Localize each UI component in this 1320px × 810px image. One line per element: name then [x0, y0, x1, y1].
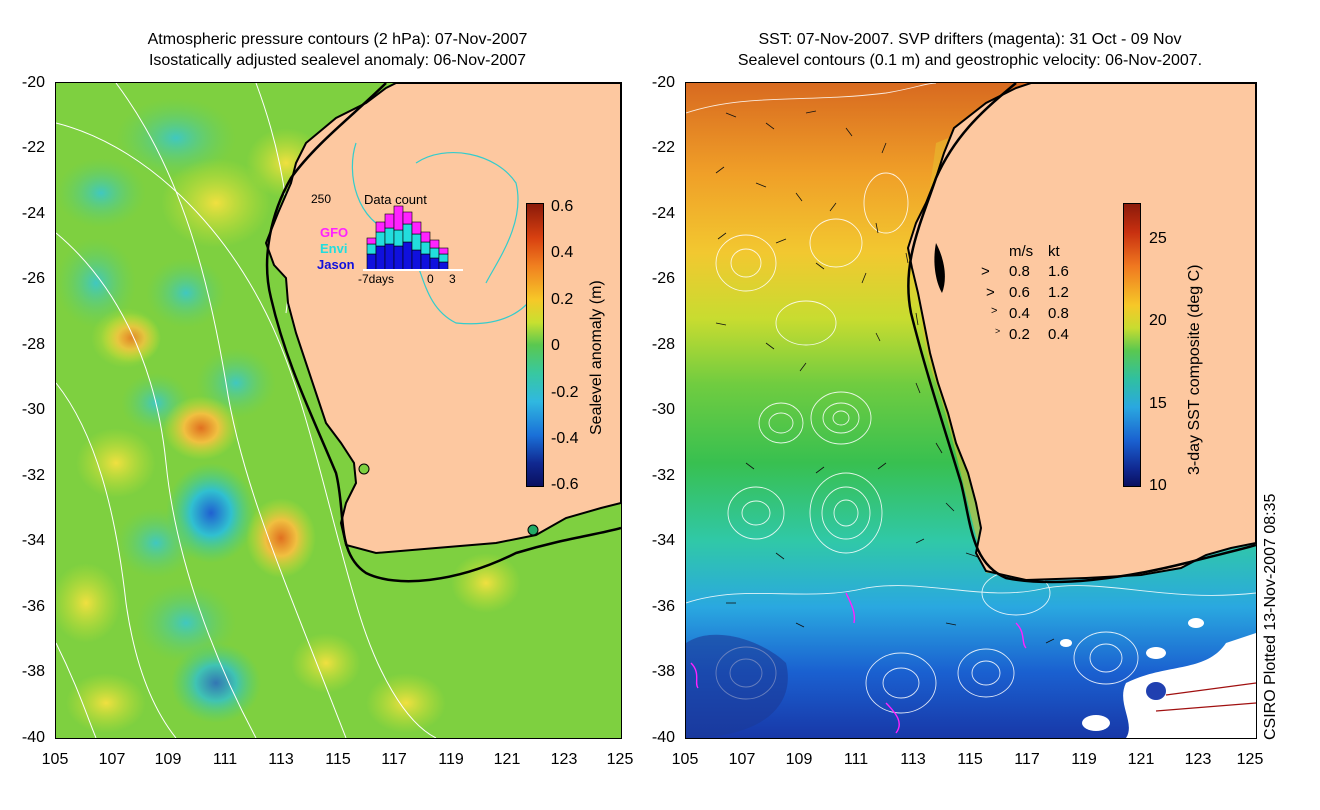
left-xtick: 113	[268, 751, 294, 768]
inset-ymax: 250	[311, 192, 332, 206]
right-map[interactable]: m/s kt > 0.8 1.6 > 0.6 1.2 > 0.4 0.8 > 0…	[685, 82, 1257, 739]
right-ytick: -36	[651, 598, 675, 615]
right-ytick: -24	[651, 205, 675, 222]
left-xtick: 109	[154, 751, 182, 768]
left-ytick: -38	[21, 663, 45, 680]
right-xtick: 123	[1184, 751, 1212, 768]
left-xtick: 115	[325, 751, 351, 768]
inset-title: Data count	[364, 192, 427, 207]
right-xtick: 109	[785, 751, 813, 768]
left-ytick: -20	[21, 74, 45, 91]
left-cbar-tick: 0.4	[551, 244, 574, 261]
legend-header-kt: kt	[1048, 243, 1060, 260]
data-count-inset: 250 Data count GFO Envi Jason -7days 0 3	[311, 188, 463, 298]
left-ytick: -36	[21, 598, 45, 615]
left-ytick: -40	[21, 729, 45, 746]
right-xtick: 113	[900, 751, 926, 768]
left-ytick: -24	[21, 205, 45, 222]
legend-kt: 0.4	[1048, 326, 1069, 343]
left-title: Atmospheric pressure contours (2 hPa): 0…	[55, 29, 620, 71]
left-ytick: -32	[21, 467, 45, 484]
left-xtick: 105	[41, 751, 69, 768]
tide-gauge-marker	[527, 524, 539, 536]
left-xtick: 111	[212, 751, 238, 768]
legend-ms: 0.2	[1009, 326, 1030, 343]
right-xtick: 125	[1236, 751, 1264, 768]
legend-kt: 1.2	[1048, 284, 1069, 301]
legend-arrow-02: >	[995, 326, 1001, 336]
sat-jason: Jason	[317, 257, 355, 272]
right-colorbar	[1123, 203, 1141, 487]
right-ytick: -22	[651, 139, 675, 156]
right-ytick: -28	[651, 336, 675, 353]
left-xtick: 117	[381, 751, 407, 768]
left-xtick: 125	[606, 751, 634, 768]
legend-ms: 0.4	[1009, 305, 1030, 322]
legend-header-ms: m/s	[1009, 243, 1034, 260]
right-title: SST: 07-Nov-2007. SVP drifters (magenta)…	[685, 29, 1255, 71]
left-title-line2: Isostatically adjusted sealevel anomaly:…	[148, 52, 527, 69]
right-xtick: 121	[1127, 751, 1155, 768]
right-xtick: 111	[843, 751, 869, 768]
right-xtick: 107	[728, 751, 756, 768]
australia-land	[906, 83, 1256, 582]
right-title-line2: Sealevel contours (0.1 m) and geostrophi…	[737, 52, 1203, 69]
left-map[interactable]: 250 Data count GFO Envi Jason -7days 0 3…	[55, 82, 622, 739]
right-cbar-tick: 15	[1149, 395, 1167, 412]
right-cbar-tick: 25	[1149, 230, 1167, 247]
legend-arrow-08: >	[981, 263, 990, 280]
inset-x-left: -7days	[358, 272, 395, 286]
inset-x-right: 3	[449, 272, 456, 286]
left-cbar-tick: 0.2	[551, 291, 574, 308]
right-ytick: -26	[651, 270, 675, 287]
right-ytick: -34	[651, 532, 675, 549]
right-ytick: -40	[651, 729, 675, 746]
left-ytick: -30	[21, 401, 45, 418]
right-title-line1: SST: 07-Nov-2007. SVP drifters (magenta)…	[758, 31, 1182, 48]
inset-x-zero: 0	[427, 272, 434, 286]
right-ytick: -30	[651, 401, 675, 418]
left-colorbar-label: Sealevel anomaly (m)	[588, 280, 605, 435]
right-ytick: -20	[651, 74, 675, 91]
velocity-legend: m/s kt > 0.8 1.6 > 0.6 1.2 > 0.4 0.8 > 0…	[981, 243, 1101, 353]
right-ytick: -32	[651, 467, 675, 484]
left-cbar-tick: -0.4	[551, 430, 579, 447]
tide-gauge-marker	[358, 463, 370, 475]
right-xtick: 115	[957, 751, 983, 768]
right-xtick: 119	[1071, 751, 1097, 768]
right-xtick: 117	[1014, 751, 1040, 768]
legend-arrow-06: >	[986, 284, 995, 301]
left-cbar-tick: -0.2	[551, 384, 579, 401]
legend-arrow-04: >	[991, 305, 998, 317]
left-title-line1: Atmospheric pressure contours (2 hPa): 0…	[147, 31, 528, 48]
sst-field	[686, 83, 1256, 738]
left-cbar-tick: 0.6	[551, 198, 574, 215]
right-xtick: 105	[671, 751, 699, 768]
legend-ms: 0.8	[1009, 263, 1030, 280]
plotted-footer: CSIRO Plotted 13-Nov-2007 08:35	[1262, 493, 1279, 740]
right-ytick: -38	[651, 663, 675, 680]
legend-kt: 0.8	[1048, 305, 1069, 322]
data-count-histogram	[363, 205, 463, 271]
sat-envi: Envi	[320, 241, 348, 256]
left-ytick: -34	[21, 532, 45, 549]
left-ytick: -22	[21, 139, 45, 156]
left-colorbar	[526, 203, 544, 487]
left-ytick: -26	[21, 270, 45, 287]
left-cbar-tick: 0	[551, 337, 560, 354]
left-xtick: 107	[98, 751, 126, 768]
left-cbar-tick: -0.6	[551, 476, 579, 493]
right-cbar-tick: 10	[1149, 477, 1167, 494]
left-ytick: -28	[21, 336, 45, 353]
legend-kt: 1.6	[1048, 263, 1069, 280]
right-cbar-tick: 20	[1149, 312, 1167, 329]
sealevel-anomaly-field	[56, 83, 621, 738]
left-xtick: 123	[550, 751, 578, 768]
legend-ms: 0.6	[1009, 284, 1030, 301]
left-xtick: 121	[493, 751, 521, 768]
left-xtick: 119	[438, 751, 464, 768]
right-colorbar-label: 3-day SST composite (deg C)	[1186, 264, 1203, 475]
sat-gfo: GFO	[320, 225, 349, 240]
